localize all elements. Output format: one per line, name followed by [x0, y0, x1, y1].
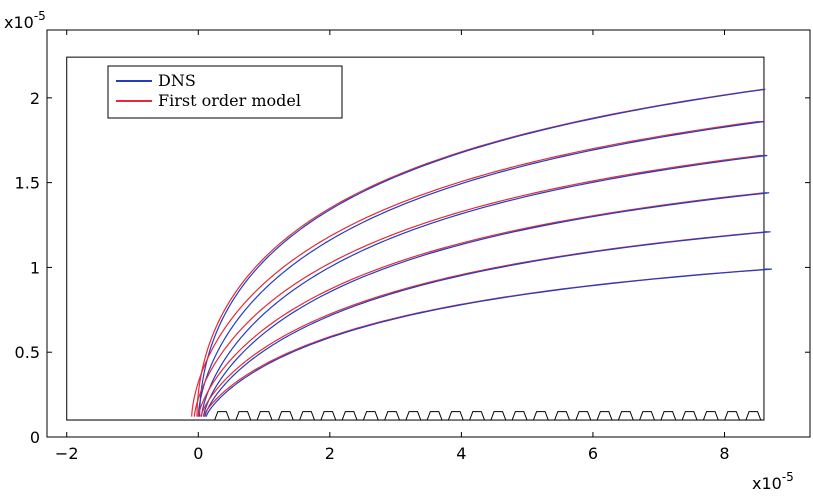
legend-box — [107, 65, 343, 119]
curves-group — [191, 88, 772, 417]
model-curve-5 — [200, 231, 767, 417]
y-tick-label: 1.5 — [15, 174, 40, 193]
x-tick-label: 0 — [193, 444, 203, 463]
domain-box — [66, 56, 765, 421]
y-multiplier-exp: -5 — [34, 9, 46, 23]
x-tick-label: 6 — [588, 444, 598, 463]
model-curve-1 — [196, 88, 764, 417]
x-tick-label: 2 — [325, 444, 335, 463]
x-multiplier-label: x10-5 — [752, 470, 794, 493]
y-tick-label: 2 — [30, 89, 40, 108]
y-tick-label: 1 — [30, 258, 40, 277]
dns-curve-6 — [205, 268, 772, 417]
legend-label: DNS — [158, 71, 196, 90]
domain-box-group — [66, 56, 765, 421]
model-curve-2 — [191, 120, 764, 417]
ticks-group: −2 0 2 4 6 8 0 0.5 1 1.5 2 — [15, 30, 810, 463]
x-tick-label: 8 — [719, 444, 729, 463]
x-tick-label: 4 — [456, 444, 466, 463]
x-multiplier-exp: -5 — [782, 470, 794, 484]
x-tick-label: −2 — [55, 444, 79, 463]
legend-label: First order model — [158, 91, 301, 110]
substrate-line — [66, 411, 764, 421]
dns-curve-2 — [197, 120, 765, 417]
dns-curve-4 — [202, 192, 770, 417]
y-multiplier-label: x10-5 — [4, 9, 46, 32]
dns-curve-3 — [200, 154, 768, 417]
model-curve-4 — [197, 192, 765, 417]
dns-curve-5 — [204, 231, 771, 417]
y-tick-label: 0 — [30, 428, 40, 447]
y-tick-label: 0.5 — [15, 343, 40, 362]
model-curve-3 — [193, 154, 764, 417]
